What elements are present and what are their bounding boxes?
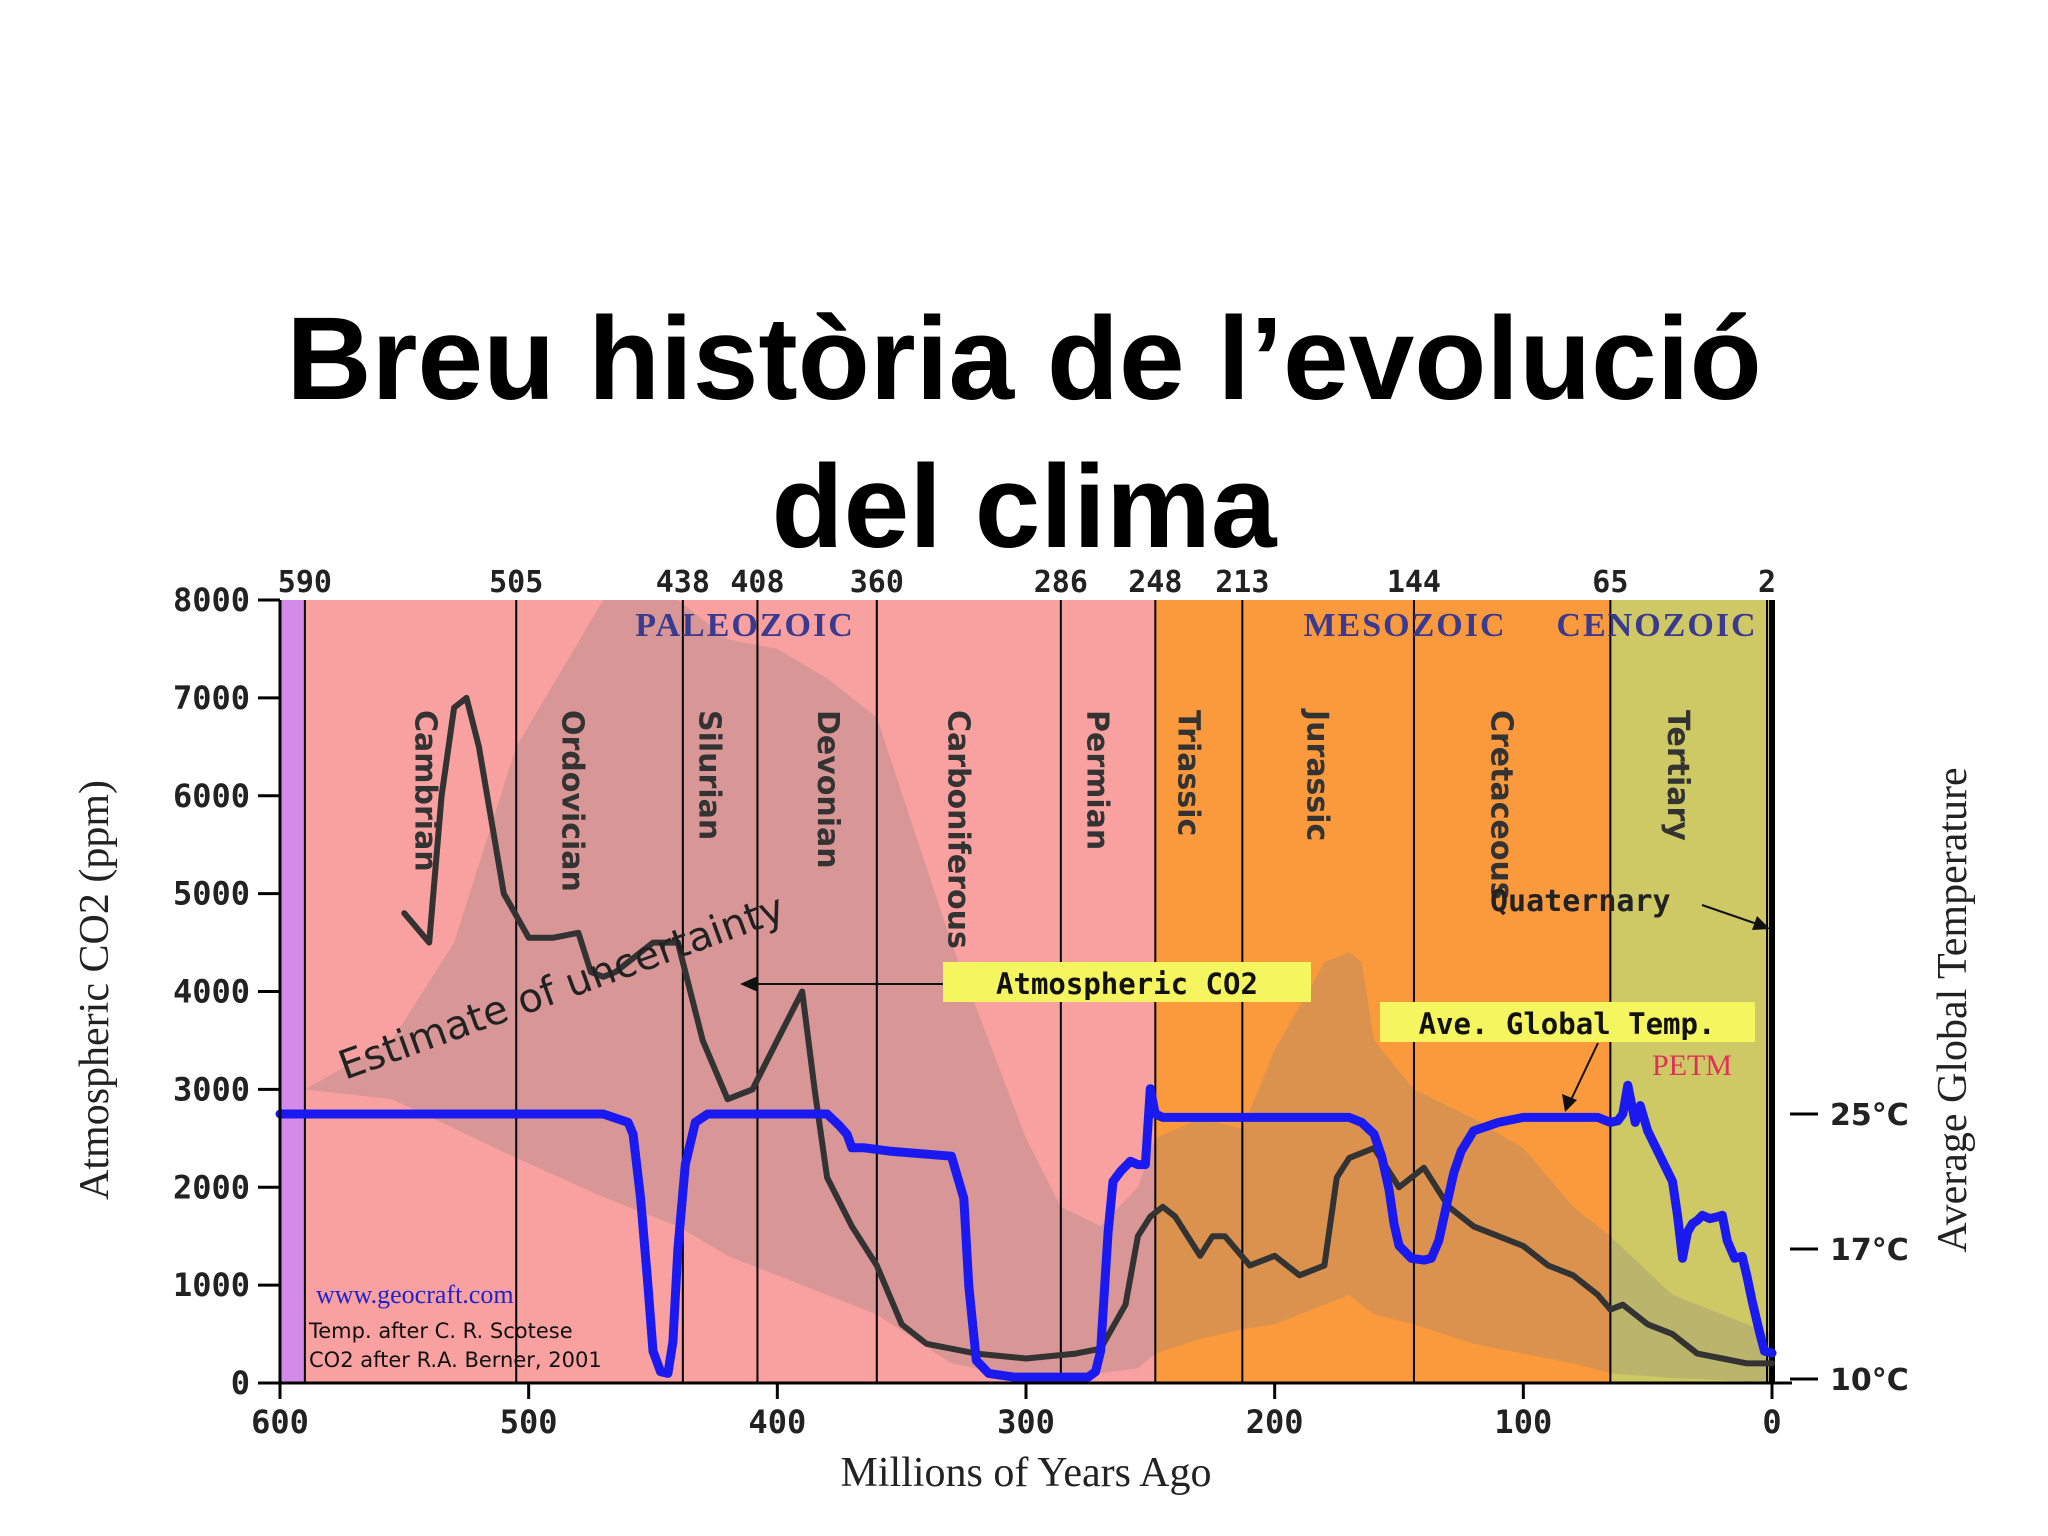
- series-layer: [275, 694, 1777, 1382]
- period-label: Jurassic: [1300, 708, 1335, 841]
- temp-tick-label: 25°C: [1830, 1098, 1909, 1133]
- boundary-label: 144: [1387, 565, 1441, 600]
- temp-tick-label: 17°C: [1830, 1233, 1909, 1268]
- y-tick-label: 6000: [173, 777, 250, 815]
- y-tick-label: 0: [231, 1364, 250, 1402]
- era-band-cenozoic: [1610, 600, 1772, 1383]
- quaternary-arrowhead: [1752, 916, 1770, 930]
- boundary-label: 360: [850, 565, 904, 600]
- x-tick-label: 300: [997, 1403, 1055, 1441]
- x-axis-title: Millions of Years Ago: [840, 1450, 1211, 1496]
- slide-title-line-2: del clima: [771, 441, 1277, 573]
- era-label: PALEOZOIC: [635, 607, 855, 644]
- co2-line: [401, 694, 1775, 1367]
- y-axis-title-left: Atmospheric CO2 (ppm): [72, 780, 118, 1200]
- period-label: Carboniferous: [940, 710, 975, 949]
- period-label: Ordovician: [554, 710, 589, 892]
- petm-label: PETM: [1652, 1049, 1732, 1082]
- x-tick-label: 200: [1246, 1403, 1304, 1441]
- temp-callout-box: [1380, 1002, 1755, 1042]
- x-tick-label: 400: [748, 1403, 806, 1441]
- temp-callout-arrow: [1569, 1042, 1599, 1103]
- era-label: CENOZOIC: [1556, 607, 1757, 644]
- boundary-label: 438: [656, 565, 710, 600]
- credit-co2: CO2 after R.A. Berner, 2001: [309, 1348, 602, 1372]
- era-labels: PALEOZOIC MESOZOIC CENOZOIC: [635, 607, 1757, 644]
- boundary-label: 590: [278, 565, 332, 600]
- temperature-line: [275, 1080, 1777, 1382]
- boundary-label: 213: [1215, 565, 1269, 600]
- boundary-label: 505: [489, 565, 543, 600]
- x-tick-label: 600: [251, 1403, 309, 1441]
- boundary-label: 65: [1592, 565, 1628, 600]
- credit-url: www.geocraft.com: [316, 1280, 514, 1309]
- y-axis-title-right: Average Global Temperature: [1930, 767, 1976, 1252]
- period-label: Triassic: [1170, 710, 1205, 836]
- boundary-label: 248: [1128, 565, 1182, 600]
- period-label: Permian: [1080, 710, 1115, 850]
- y-tick-label: 1000: [173, 1266, 250, 1304]
- era-label: MESOZOIC: [1303, 607, 1506, 644]
- boundary-label: 408: [730, 565, 784, 600]
- precambrian-band: [280, 600, 305, 1383]
- y-tick-label: 8000: [173, 581, 250, 619]
- temp-tick-label: 10°C: [1830, 1363, 1909, 1398]
- uncertainty-band-layer: [304, 600, 1772, 1383]
- co2-callout-box: [943, 962, 1311, 1002]
- quaternary-label: Quaternary: [1490, 884, 1671, 919]
- temp-callout-arrowhead: [1562, 1094, 1577, 1112]
- temp-callout-label: Ave. Global Temp.: [1419, 1007, 1716, 1041]
- quaternary-arrow: [1701, 904, 1761, 926]
- period-label: Devonian: [810, 710, 845, 869]
- slide-title-line-1: Breu història de l’evolució: [286, 293, 1762, 425]
- y-tick-label: 5000: [173, 875, 250, 913]
- axes-layer: 590 505 438 408 360 286 248 213 144 65 20100020003…: [72, 565, 1976, 1496]
- boundary-label: 286: [1034, 565, 1088, 600]
- period-label: Cretaceous: [1484, 710, 1519, 900]
- y-tick-label: 3000: [173, 1070, 250, 1108]
- y-tick-label: 2000: [173, 1168, 250, 1206]
- co2-callout-arrowhead: [740, 976, 758, 992]
- uncertainty-band: [304, 600, 1772, 1383]
- period-label: Tertiary: [1660, 710, 1695, 841]
- credit-temp: Temp. after C. R. Scotese: [308, 1319, 573, 1343]
- period-labels: Cambrian Ordovician Silurian Devonian Carbon…: [407, 708, 1695, 949]
- slide-title: Breu història de l’evolució del clima: [0, 285, 2048, 581]
- boundary-label: 2: [1758, 565, 1776, 600]
- period-label: Silurian: [692, 710, 727, 840]
- x-tick-label: 500: [500, 1403, 558, 1441]
- x-tick-label: 100: [1494, 1403, 1552, 1441]
- y-tick-label: 4000: [173, 973, 250, 1011]
- x-tick-label: 0: [1762, 1403, 1781, 1441]
- y-tick-label: 7000: [173, 679, 250, 717]
- co2-callout-label: Atmospheric CO2: [996, 967, 1258, 1001]
